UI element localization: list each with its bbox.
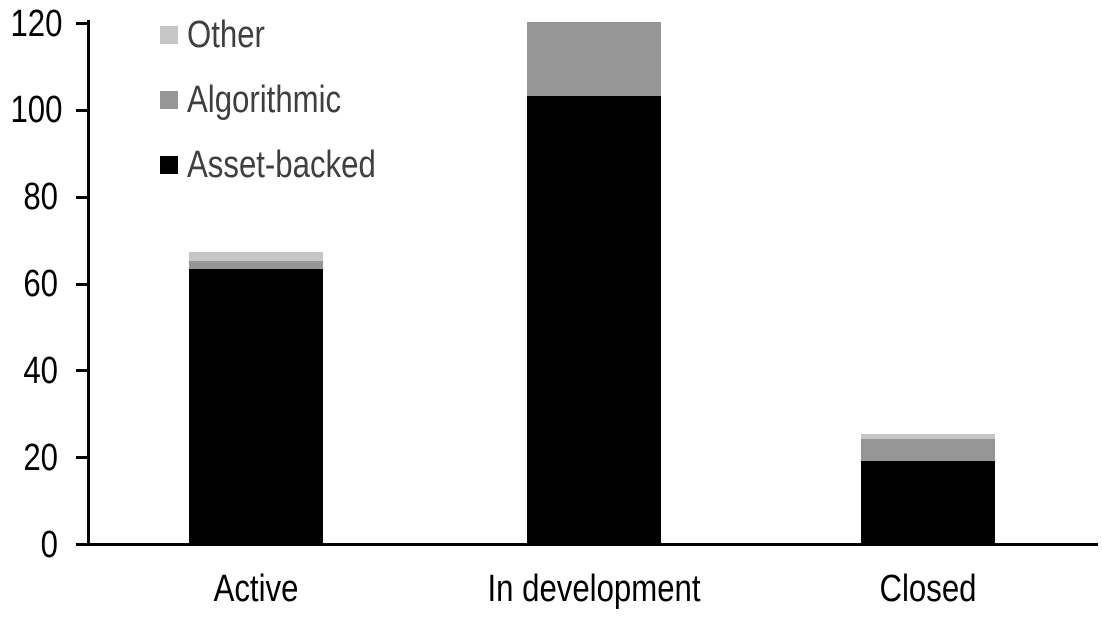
y-tick [76, 369, 87, 373]
category-label-active: Active [213, 568, 299, 610]
y-tick-label: 100 [10, 89, 63, 132]
category-label-in-development: In development [487, 568, 701, 610]
y-tick-label: 40 [23, 349, 58, 392]
legend-swatch-other [160, 25, 178, 44]
legend: Other Algorithmic Asset-backed [160, 2, 417, 197]
legend-swatch-asset-backed [160, 155, 178, 174]
y-tick-label: 120 [10, 2, 63, 45]
legend-label: Asset-backed [187, 143, 376, 186]
legend-item-other: Other [160, 2, 417, 67]
legend-item-algorithmic: Algorithmic [160, 67, 417, 132]
bar-segment-algorithmic [861, 438, 995, 461]
y-tick [76, 282, 87, 286]
bar-segment-other [189, 252, 323, 261]
bar-segment-algorithmic [189, 260, 323, 270]
bar-segment-other [861, 434, 995, 439]
legend-label: Algorithmic [187, 78, 342, 121]
legend-swatch-algorithmic [160, 90, 178, 109]
bar-segment-asset-backed [189, 269, 323, 543]
y-tick-label: 60 [23, 263, 58, 305]
y-tick [76, 195, 87, 199]
y-tick [76, 22, 87, 25]
y-tick-label: 20 [23, 436, 58, 479]
legend-item-asset-backed: Asset-backed [160, 132, 417, 197]
y-tick-label: 0 [40, 523, 58, 566]
bar-segment-asset-backed [861, 460, 995, 543]
x-axis-line [87, 543, 1098, 546]
bar-segment-algorithmic [527, 22, 661, 96]
y-tick [76, 543, 87, 546]
legend-label: Other [187, 13, 265, 56]
y-tick [76, 108, 87, 112]
bar-segment-asset-backed [527, 95, 661, 543]
category-label-closed: Closed [879, 568, 977, 610]
y-axis-line [87, 20, 90, 546]
y-tick-label: 80 [23, 176, 58, 219]
y-tick [76, 456, 87, 460]
